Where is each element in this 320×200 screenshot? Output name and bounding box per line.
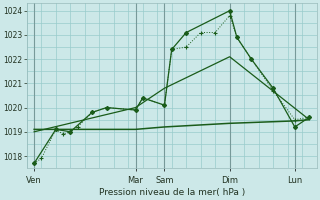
X-axis label: Pression niveau de la mer( hPa ): Pression niveau de la mer( hPa ) [99,188,245,197]
